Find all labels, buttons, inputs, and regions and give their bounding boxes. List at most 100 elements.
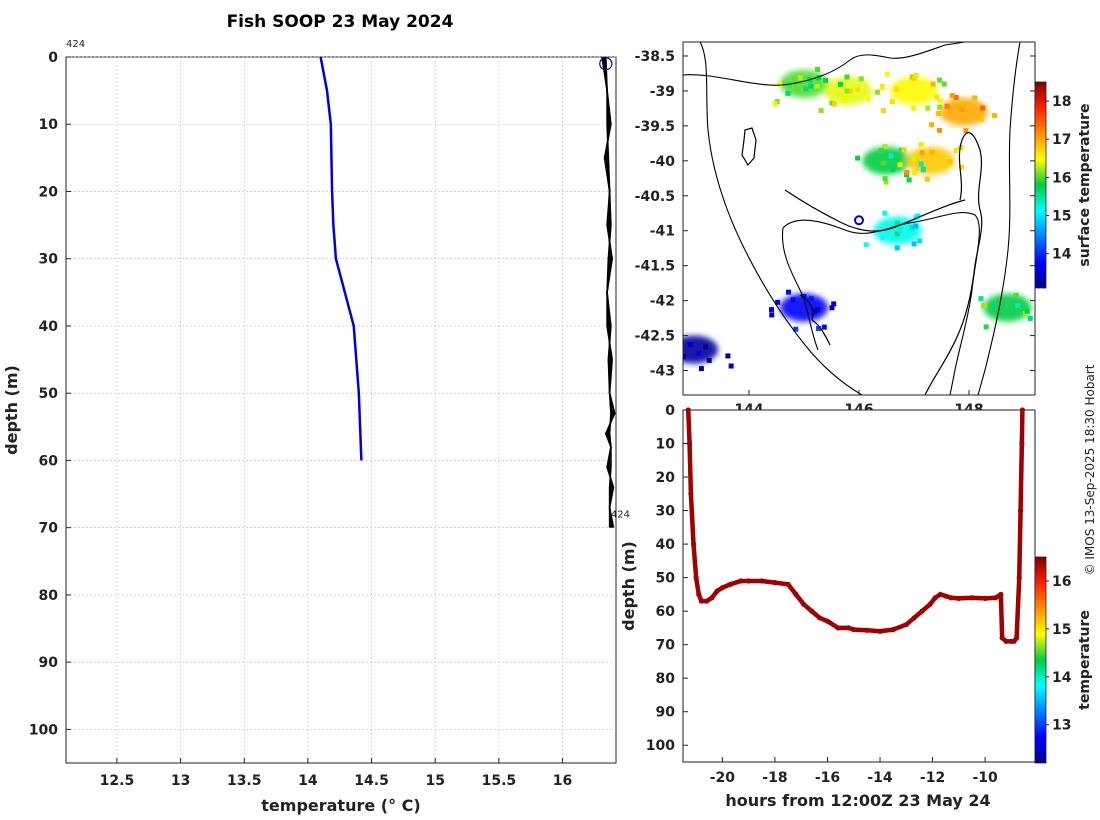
section-ytick-label: 0 bbox=[665, 403, 675, 419]
fish-depth-point bbox=[1017, 507, 1024, 514]
fish-depth-point bbox=[696, 591, 702, 597]
section-ylabel: depth (m) bbox=[619, 541, 638, 631]
fish-depth-point bbox=[998, 591, 1004, 597]
fish-depth-point bbox=[719, 585, 726, 591]
sst-pixel bbox=[894, 231, 900, 237]
sst-pixel bbox=[786, 289, 792, 295]
figure-title: Fish SOOP 23 May 2024 bbox=[227, 12, 454, 32]
profile-xlabel: temperature (° C) bbox=[261, 796, 420, 815]
sst-patch bbox=[983, 293, 1032, 322]
sst-pixel bbox=[769, 307, 775, 313]
sst-pixel bbox=[880, 160, 886, 166]
profile-annotation: 424 bbox=[611, 510, 630, 521]
section-ytick-label: 50 bbox=[656, 571, 676, 587]
sst-pixel bbox=[1027, 315, 1033, 321]
sst-pixel bbox=[959, 106, 965, 112]
fish-depth-point bbox=[999, 635, 1005, 641]
map-ytick-label: -41.5 bbox=[635, 259, 675, 275]
fish-depth-point bbox=[688, 491, 694, 497]
sst-pixel bbox=[863, 242, 869, 248]
sst-pixel bbox=[790, 297, 796, 303]
fish-depth-point bbox=[816, 615, 823, 621]
sst-pixel bbox=[821, 324, 827, 330]
fish-depth-point bbox=[877, 628, 883, 634]
section-colorbar-tick-label: 13 bbox=[1052, 718, 1071, 734]
sst-pixel bbox=[894, 245, 900, 251]
section-series bbox=[685, 407, 1025, 644]
section-ytick-label: 60 bbox=[656, 604, 676, 620]
section-xlabel: hours from 12:00Z 23 May 24 bbox=[725, 791, 990, 810]
section-colorbar-tick-label: 16 bbox=[1052, 574, 1071, 590]
profile-ytick-label: 10 bbox=[39, 117, 59, 133]
map-ytick-label: -42.5 bbox=[635, 329, 675, 345]
map-colorbar-tick-label: 16 bbox=[1052, 170, 1071, 186]
profile-start-marker bbox=[599, 57, 613, 71]
profile-xtick-label: 14.5 bbox=[354, 773, 389, 789]
fish-depth-point bbox=[1014, 635, 1020, 641]
sst-pixel bbox=[929, 122, 935, 128]
sst-pixel bbox=[901, 147, 907, 153]
sst-pixel bbox=[808, 83, 814, 89]
sst-patch bbox=[862, 146, 911, 175]
section-xtick-label: -18 bbox=[762, 770, 787, 786]
map-colorbar-tick-label: 18 bbox=[1052, 94, 1071, 110]
profile-annotations: 424 424 bbox=[66, 39, 630, 521]
fish-depth-point bbox=[759, 578, 765, 584]
sst-pixel bbox=[883, 179, 889, 185]
fish-depth-point bbox=[864, 627, 870, 633]
section-ytick-label: 100 bbox=[646, 738, 675, 754]
sst-pixel bbox=[980, 105, 986, 111]
sst-pixel bbox=[882, 143, 888, 149]
sst-pixel bbox=[831, 301, 837, 307]
profile-xtick-label: 13 bbox=[171, 773, 190, 789]
fish-depth-point bbox=[772, 580, 778, 586]
profile-ytick-label: 80 bbox=[39, 588, 59, 604]
section-xtick-label: -12 bbox=[920, 770, 945, 786]
sst-pixel bbox=[937, 77, 943, 83]
map-ytick-label: -39.5 bbox=[635, 119, 675, 135]
sst-pixel bbox=[882, 176, 888, 182]
sst-pixel bbox=[917, 238, 923, 244]
sst-patch bbox=[780, 69, 828, 98]
sst-pixel bbox=[924, 176, 930, 182]
sst-pixel bbox=[874, 89, 880, 95]
fish-depth-point bbox=[851, 626, 857, 633]
sst-pixel bbox=[815, 326, 821, 332]
sst-pixel bbox=[925, 105, 931, 111]
fish-depth-point bbox=[919, 608, 925, 614]
fish-depth-point bbox=[982, 595, 988, 602]
section-colorbar-tick-label: 14 bbox=[1052, 670, 1072, 686]
sst-pixel bbox=[728, 363, 734, 369]
sst-pixel bbox=[815, 67, 821, 73]
section-ytick-label: 70 bbox=[656, 638, 676, 654]
sst-pixel bbox=[858, 76, 864, 82]
section-ytick-label: 30 bbox=[656, 504, 676, 520]
sst-pixel bbox=[895, 220, 901, 226]
sst-pixel bbox=[913, 73, 919, 79]
fish-depth-point bbox=[1019, 407, 1025, 413]
section-panel: -20 -18 -16 -14 -12 -10 0 10 20 30 40 50 60 70 80 90 100… bbox=[619, 403, 1093, 810]
fish-depth-point bbox=[890, 626, 896, 633]
sst-pixel bbox=[938, 98, 944, 104]
sst-pixel bbox=[1040, 312, 1045, 317]
sst-pixel bbox=[882, 210, 888, 216]
fish-depth-point bbox=[992, 595, 999, 601]
profile-ytick-label: 50 bbox=[39, 386, 59, 402]
sst-pixel bbox=[687, 342, 693, 348]
map-panel: -38.5 -39 -39.5 -40 -40.5 -41 -41.5 -42 -42.5 -43… bbox=[635, 41, 1093, 418]
sst-pixel bbox=[706, 357, 712, 363]
sst-pixel bbox=[947, 159, 953, 165]
sst-pixel bbox=[801, 293, 807, 299]
sst-pixel bbox=[844, 74, 850, 80]
fish-depth-point bbox=[911, 615, 917, 621]
sst-pixel bbox=[941, 81, 947, 87]
fish-depth-point bbox=[809, 608, 815, 614]
sst-pixel bbox=[930, 81, 936, 87]
sst-pixel bbox=[829, 305, 835, 311]
sst-pixel bbox=[844, 88, 850, 94]
section-xtick-label: -14 bbox=[867, 770, 893, 786]
sst-specks bbox=[683, 67, 1045, 372]
fish-depth-point bbox=[793, 591, 799, 597]
sst-pixel bbox=[953, 94, 959, 100]
sst-pixel bbox=[841, 98, 847, 104]
